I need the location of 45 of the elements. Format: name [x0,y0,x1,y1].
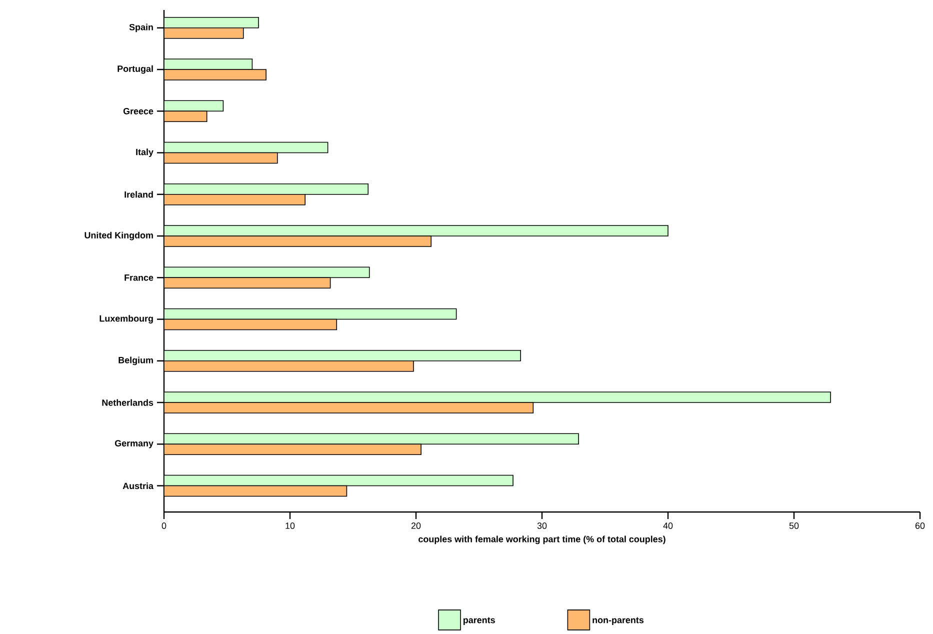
bar [164,225,668,236]
y-tick-label: Luxembourg [100,315,153,324]
bar [164,392,831,403]
bar [164,152,278,164]
x-axis-title: couples with female working part time (% of total couples) [418,536,666,544]
y-tick-label: Germany [114,440,154,448]
y-tick-label: Belgium [118,356,153,366]
bar [164,308,457,320]
bar [164,360,414,372]
y-tick-label: Portugal [118,65,153,74]
bar [164,266,370,278]
x-tick-label: 30 [537,522,547,529]
y-tick-label: Austria [122,482,154,490]
y-tick-label: United Kingdom [84,232,153,240]
bar [164,485,348,497]
bar [164,100,224,112]
x-tick-label: 0 [162,522,166,529]
x-tick-label: 20 [411,522,421,529]
bar [164,402,534,414]
y-tick-label: Italy [136,148,154,157]
bar [164,277,331,289]
y-tick-label: France [124,274,154,281]
bar [164,58,253,70]
bar [164,433,579,445]
bar [164,69,266,80]
y-tick-label: Ireland [124,191,153,198]
bar [164,318,338,330]
bar [164,236,432,247]
legend-label: parents [464,617,495,625]
bar [164,194,306,206]
x-tick-label: 10 [286,522,295,529]
bar [164,17,259,28]
x-tick-label: 60 [915,522,925,529]
legend-label: non-parents [592,617,644,625]
x-tick-label: 50 [789,522,799,529]
bar [164,110,208,122]
y-tick-label: Spain [129,24,153,32]
y-tick-label: Greece [123,108,154,114]
bar [164,444,422,456]
bar [164,142,328,154]
y-tick-label: Netherlands [102,399,154,406]
bar [164,350,521,362]
bar [164,184,369,195]
bar [164,474,514,486]
x-tick-label: 40 [663,522,673,529]
